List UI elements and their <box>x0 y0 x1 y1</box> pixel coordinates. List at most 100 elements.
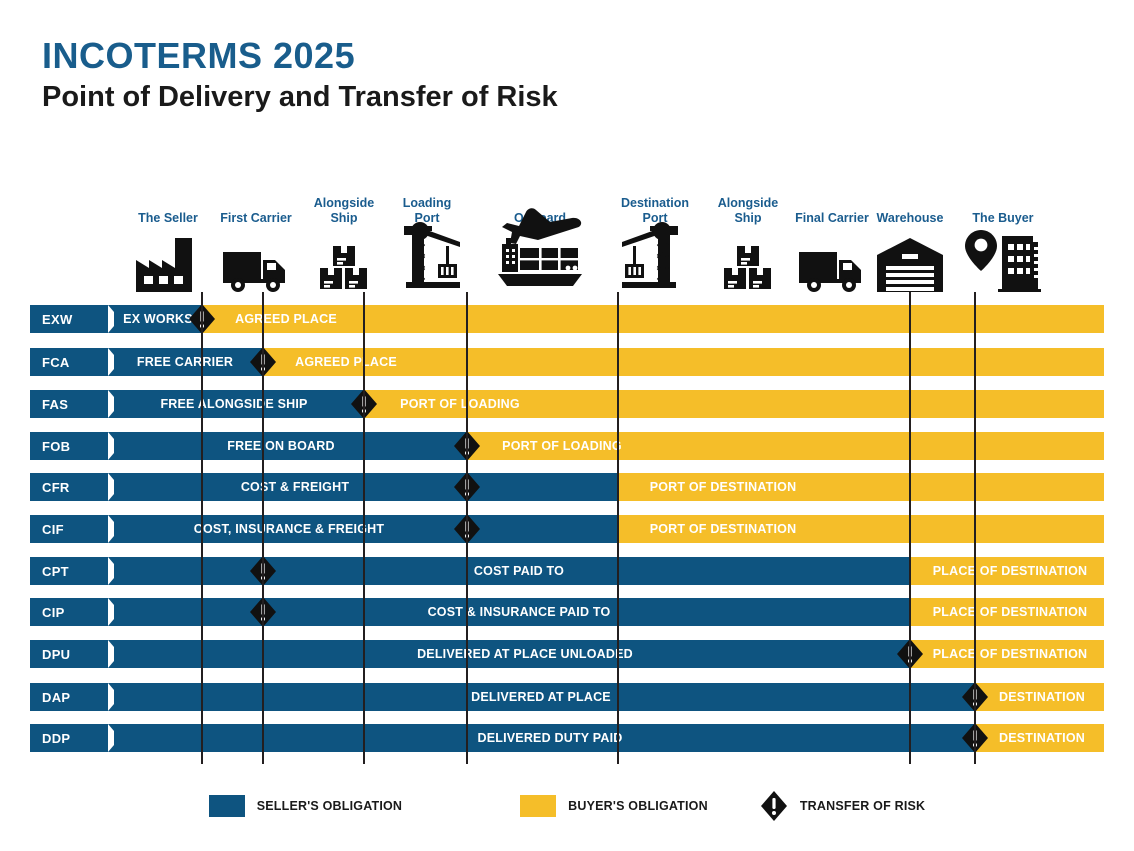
buyer-obligation-bar <box>975 724 1104 752</box>
buyer-obligation-label: PLACE OF DESTINATION <box>932 605 1088 619</box>
buyer-obligation-bar <box>618 515 1104 543</box>
incoterm-row-cif[interactable]: CIF COST, INSURANCE & FREIGHT PORT OF DES… <box>0 514 1134 544</box>
incoterm-code-fob: FOB <box>30 432 108 460</box>
buyer-obligation-label: PORT OF DESTINATION <box>649 480 797 494</box>
incoterm-row-ddp[interactable]: DDP DELIVERED DUTY PAID DESTINATION <box>0 723 1134 753</box>
milestone-label: Loading Port <box>402 195 452 225</box>
page-title: INCOTERMS 2025 <box>42 35 356 76</box>
seller-obligation-label: EX WORKS <box>123 312 193 326</box>
seller-obligation-label: DELIVERED DUTY PAID <box>477 731 623 745</box>
page-subtitle: Point of Delivery and Transfer of Risk <box>42 80 558 113</box>
seller-obligation-label: COST, INSURANCE & FREIGHT <box>193 522 385 536</box>
milestone-2: Alongside Ship <box>284 196 404 293</box>
page-header: INCOTERMS 2025 Point of Delivery and Tra… <box>42 36 558 113</box>
buyer-obligation-label: PORT OF DESTINATION <box>649 522 797 536</box>
seller-obligation-label: FREE ON BOARD <box>227 439 335 453</box>
milestone-label: Alongside Ship <box>717 195 779 225</box>
legend-item-0: SELLER'S OBLIGATION <box>208 795 403 817</box>
legend-label: SELLER'S OBLIGATION <box>256 799 403 813</box>
seller-obligation-bar <box>114 348 263 376</box>
buyer-obligation-label: PORT OF LOADING <box>502 439 622 453</box>
incoterm-code-exw: EXW <box>30 305 108 333</box>
incoterm-row-cip[interactable]: CIP COST & INSURANCE PAID TO PLACE OF DES… <box>0 597 1134 627</box>
crane-icon <box>367 222 487 292</box>
seller-obligation-label: COST & INSURANCE PAID TO <box>427 605 611 619</box>
buyer-obligation-bar <box>975 683 1104 711</box>
seller-obligation-label: FREE CARRIER <box>136 355 234 369</box>
guide-line-0 <box>201 292 203 764</box>
milestone-label: Destination Port <box>620 195 690 225</box>
incoterm-code-fas: FAS <box>30 390 108 418</box>
legend: SELLER'S OBLIGATION BUYER'S OBLIGATION TR… <box>0 786 1134 826</box>
buyer-obligation-label: AGREED PLACE <box>235 312 337 326</box>
incoterms-rows: EXW EX WORKS AGREED PLACE FCA FREE CARRIE… <box>0 304 1134 753</box>
milestone-1: First Carrier <box>196 211 316 292</box>
buyer-obligation-label: DESTINATION <box>999 731 1085 745</box>
seller-obligation-label: COST & FREIGHT <box>240 480 350 494</box>
buyer-obligation-bar <box>618 473 1104 501</box>
guide-line-4 <box>617 292 619 764</box>
seller-obligation-bar <box>114 724 975 752</box>
incoterm-code-dpu: DPU <box>30 640 108 668</box>
buyer-obligation-bar <box>910 598 1104 626</box>
incoterm-row-exw[interactable]: EXW EX WORKS AGREED PLACE <box>0 304 1134 334</box>
buyer-obligation-bar <box>910 640 1104 668</box>
transfer-of-risk-icon <box>760 791 788 821</box>
milestone-label: The Buyer <box>972 210 1034 225</box>
crane-flipped-icon <box>595 222 715 292</box>
seller-obligation-bar <box>114 390 364 418</box>
buyer-obligation-bar <box>910 557 1104 585</box>
seller-obligation-bar <box>114 683 975 711</box>
incoterm-code-cpt: CPT <box>30 557 108 585</box>
milestone-9: The Buyer <box>943 211 1063 292</box>
incoterm-code-cif: CIF <box>30 515 108 543</box>
milestone-label: Warehouse <box>876 210 944 225</box>
seller-obligation-label: DELIVERED AT PLACE <box>471 690 611 704</box>
guide-line-2 <box>363 292 365 764</box>
incoterm-row-cfr[interactable]: CFR COST & FREIGHT PORT OF DESTINATION <box>0 472 1134 502</box>
guide-line-3 <box>466 292 468 764</box>
legend-swatch <box>208 795 245 817</box>
incoterm-code-dap: DAP <box>30 683 108 711</box>
buyer-obligation-label: DESTINATION <box>999 690 1085 704</box>
buyer-building-icon <box>943 230 1063 292</box>
buyer-obligation-bar <box>263 348 1104 376</box>
buyer-obligation-label: PORT OF LOADING <box>400 397 520 411</box>
seller-obligation-bar <box>114 515 618 543</box>
incoterm-row-dap[interactable]: DAP DELIVERED AT PLACE DESTINATION <box>0 682 1134 712</box>
legend-swatch <box>520 795 557 817</box>
incoterm-code-cip: CIP <box>30 598 108 626</box>
milestone-label: Alongside Ship <box>313 195 375 225</box>
milestone-8: Warehouse <box>850 211 970 292</box>
legend-item-1: BUYER'S OBLIGATION <box>520 795 708 817</box>
buyer-obligation-bar <box>364 390 1104 418</box>
seller-obligation-label: FREE ALONGSIDE SHIP <box>160 397 308 411</box>
seller-obligation-bar <box>114 432 467 460</box>
buyer-obligation-label: AGREED PLACE <box>295 355 397 369</box>
incoterm-row-fob[interactable]: FOB FREE ON BOARD PORT OF LOADING <box>0 431 1134 461</box>
incoterm-row-dpu[interactable]: DPU DELIVERED AT PLACE UNLOADED PLACE OF … <box>0 639 1134 669</box>
seller-obligation-bar <box>114 557 910 585</box>
incoterm-row-fca[interactable]: FCA FREE CARRIER AGREED PLACE <box>0 347 1134 377</box>
milestone-3: Loading Port <box>367 196 487 293</box>
legend-label: BUYER'S OBLIGATION <box>568 799 708 813</box>
legend-item-2: TRANSFER OF RISK <box>760 791 925 821</box>
seller-obligation-bar <box>114 640 910 668</box>
buyer-obligation-label: PLACE OF DESTINATION <box>932 564 1088 578</box>
warehouse-icon <box>850 230 970 292</box>
guide-line-1 <box>262 292 264 764</box>
seller-obligation-bar <box>114 473 618 501</box>
legend-label: TRANSFER OF RISK <box>799 799 926 813</box>
guide-line-5 <box>909 292 911 764</box>
incoterm-code-fca: FCA <box>30 348 108 376</box>
milestone-4: Onboard <box>480 208 600 292</box>
plane-ship-icon <box>480 208 600 292</box>
milestone-label: First Carrier <box>220 210 292 225</box>
incoterm-row-cpt[interactable]: CPT COST PAID TO PLACE OF DESTINATION <box>0 556 1134 586</box>
milestone-label: Final Carrier <box>795 210 869 225</box>
milestone-7: Final Carrier <box>772 211 892 292</box>
seller-obligation-bar <box>114 305 202 333</box>
buyer-obligation-label: PLACE OF DESTINATION <box>932 647 1088 661</box>
incoterm-row-fas[interactable]: FAS FREE ALONGSIDE SHIP PORT OF LOADING <box>0 389 1134 419</box>
boxes-icon <box>284 230 404 292</box>
